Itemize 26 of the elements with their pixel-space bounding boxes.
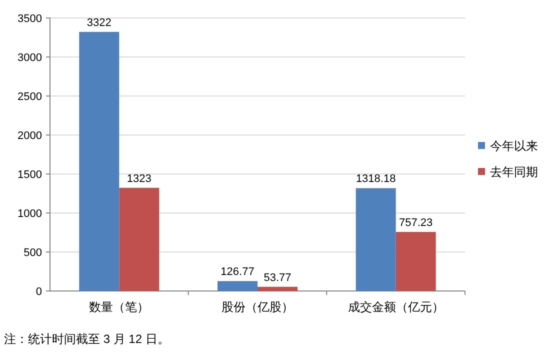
bar: [396, 232, 436, 291]
bar: [258, 286, 298, 291]
bar: [119, 188, 160, 291]
legend-label: 去年同期: [490, 165, 538, 179]
data-label: 757.23: [399, 216, 433, 229]
y-tick-label: 500: [24, 247, 42, 259]
y-tick-label: 1500: [18, 169, 42, 181]
bar: [356, 188, 396, 291]
bar: [79, 32, 120, 291]
x-tick-label: 数量（笔）: [89, 300, 150, 314]
data-label: 3322: [86, 16, 112, 29]
bar: [218, 281, 258, 291]
data-label: 126.77: [220, 266, 254, 278]
x-tick-label: 股份（亿股）: [222, 300, 294, 314]
data-label: 53.77: [264, 272, 292, 284]
legend-label: 今年以来: [490, 139, 538, 153]
data-label: 1323: [126, 172, 152, 185]
y-tick-label: 3000: [18, 52, 42, 64]
y-tick-label: 1000: [18, 208, 42, 220]
y-tick-label: 2000: [18, 130, 42, 142]
text: 注：统计时间截至 3 月 12 日。: [4, 332, 170, 346]
data-label: 1318.18: [356, 173, 396, 186]
x-tick-label: 成交金额（亿元）: [348, 300, 444, 314]
y-tick-label: 2500: [18, 91, 42, 103]
y-tick-label: 0: [36, 286, 42, 298]
y-tick-label: 3500: [18, 13, 42, 25]
